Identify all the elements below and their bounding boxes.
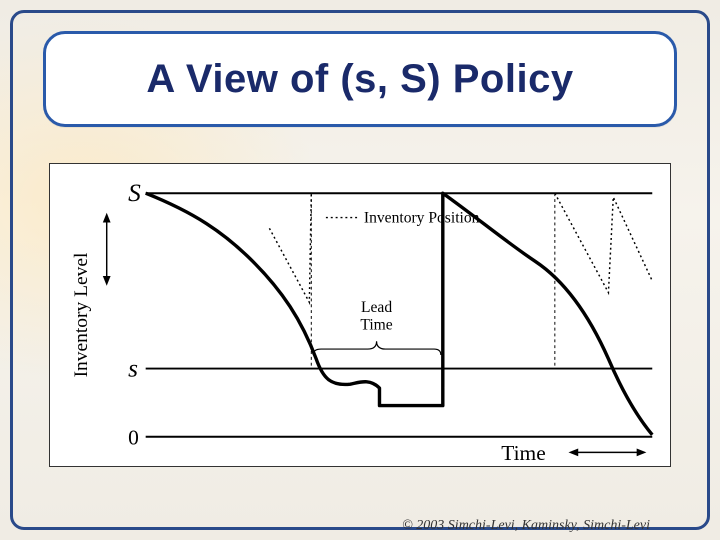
s-upper-label: S [128, 179, 141, 207]
lead-time-label-2: Time [360, 317, 392, 334]
lead-time-label-1: Lead [361, 299, 392, 316]
title-box: A View of (s, S) Policy [43, 31, 677, 127]
slide-border: A View of (s, S) Policy S s 0 Inventory … [10, 10, 710, 530]
lead-time-bracket [313, 341, 441, 355]
x-axis-label: Time [501, 441, 545, 465]
slide-title: A View of (s, S) Policy [146, 57, 573, 102]
legend-label: Inventory Position [364, 209, 480, 226]
y-axis-arrow [103, 213, 111, 286]
copyright-text: © 2003 Simchi-Levi, Kaminsky, Simchi-Lev… [402, 518, 650, 534]
chart-container: S s 0 Inventory Level Inventory [49, 163, 671, 467]
zero-label: 0 [128, 426, 139, 450]
y-axis-label: Inventory Level [71, 252, 92, 377]
inventory-curve [146, 193, 653, 435]
s-lower-label: s [128, 354, 138, 382]
x-axis-arrow [568, 448, 646, 456]
chart-svg: S s 0 Inventory Level Inventory [50, 164, 670, 466]
